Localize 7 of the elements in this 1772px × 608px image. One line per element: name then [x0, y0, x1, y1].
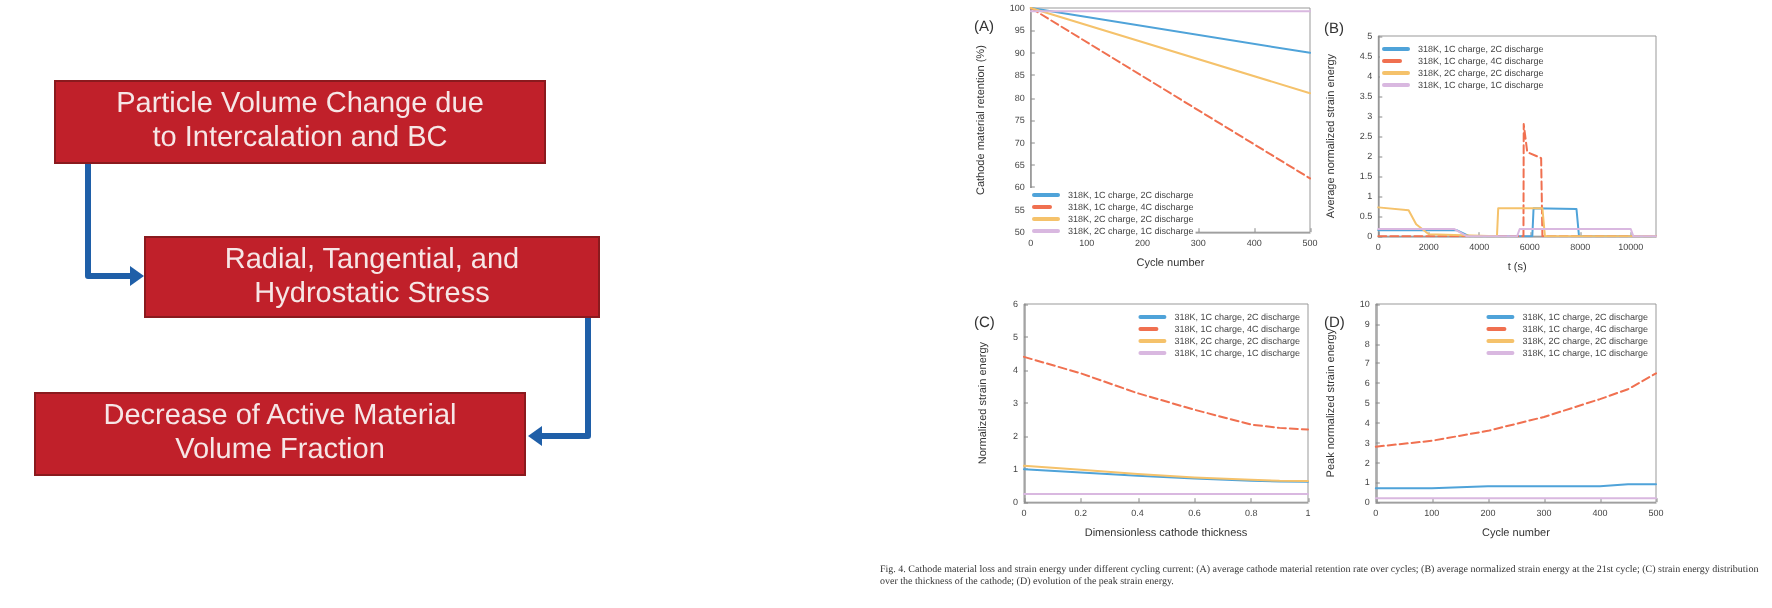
line-series: [1374, 372, 1657, 448]
text: Radial, Tangential, and Hydrostatic Stress: [144, 236, 600, 318]
line-series: [1023, 355, 1309, 431]
text: Decrease of Active Material Volume Fraction: [34, 392, 526, 476]
line-series: [1023, 464, 1309, 483]
text: Particle Volume Change due to Intercalation and BC: [54, 80, 546, 164]
line-series: [1023, 468, 1309, 483]
